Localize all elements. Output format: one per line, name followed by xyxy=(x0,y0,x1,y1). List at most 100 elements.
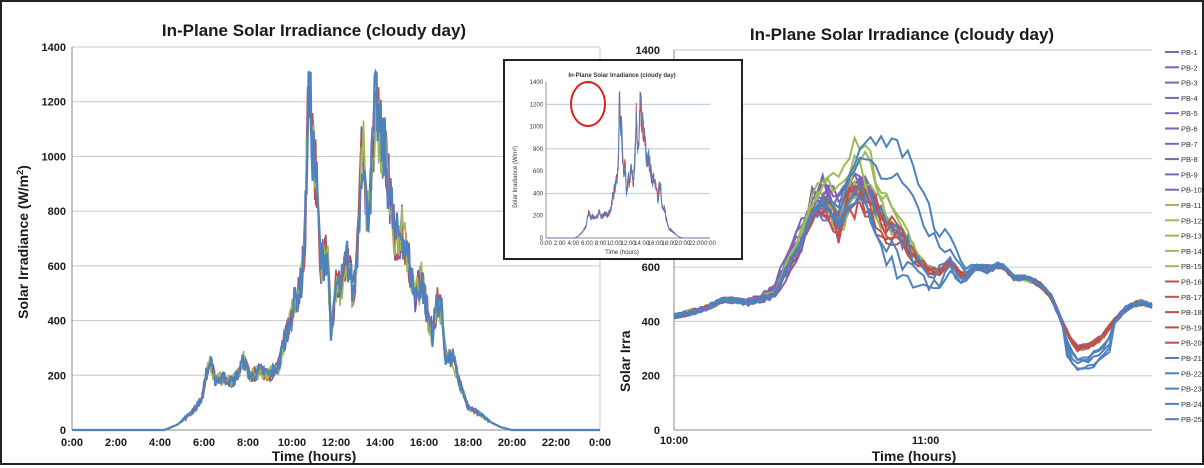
right-series-line xyxy=(673,185,1153,353)
right-chart-title: In-Plane Solar Irradiance (cloudy day) xyxy=(750,25,1054,44)
legend-label: PB-19 xyxy=(1181,323,1202,332)
inset-y-tick: 0 xyxy=(540,236,544,242)
left-x-tick: 16:00 xyxy=(410,437,438,449)
left-x-tick: 6:00 xyxy=(193,437,215,449)
left-x-tick: 0:00 xyxy=(61,437,83,449)
left-y-axis-title-main: Solar Irradiance (W/m xyxy=(15,175,31,319)
legend-label: PB-9 xyxy=(1181,170,1198,179)
legend-label: PB-14 xyxy=(1181,247,1202,256)
legend-label: PB-23 xyxy=(1181,385,1202,394)
inset-x-tick: 6:00 xyxy=(581,241,593,247)
legend-label: PB-10 xyxy=(1181,186,1202,195)
inset-y-tick: 400 xyxy=(533,191,544,197)
left-x-tick: 0:00 xyxy=(589,437,611,449)
legend-label: PB-21 xyxy=(1181,354,1202,363)
right-y-tick: 600 xyxy=(642,262,660,274)
legend-label: PB-2 xyxy=(1181,63,1198,72)
right-x-tick: 10:00 xyxy=(660,435,688,447)
right-series-line xyxy=(673,201,1153,353)
left-y-tick: 1400 xyxy=(42,42,66,54)
right-y-tick: 1400 xyxy=(636,45,660,57)
legend-label: PB-4 xyxy=(1181,94,1198,103)
left-x-tick: 8:00 xyxy=(237,437,259,449)
left-y-axis-title: Solar Irradiance (W/m2) xyxy=(15,165,31,319)
left-x-tick: 4:00 xyxy=(149,437,171,449)
right-series-line xyxy=(673,197,1153,362)
legend-label: PB-16 xyxy=(1181,278,1202,287)
right-series-line xyxy=(673,134,1153,371)
left-y-axis-title-end: ) xyxy=(15,165,31,170)
inset-x-tick: 4:00 xyxy=(567,241,579,247)
inset-y-tick-labels: 0 200 400 600 800 1000 1200 1400 xyxy=(530,80,544,242)
left-x-tick: 12:00 xyxy=(322,437,350,449)
left-y-tick: 800 xyxy=(48,206,66,218)
inset-x-axis-title: Time (hours) xyxy=(605,250,639,256)
inset-x-tick: 12:00 xyxy=(620,241,636,247)
right-y-tick: 200 xyxy=(642,371,660,383)
inset-x-tick: 14:00 xyxy=(634,241,650,247)
left-series-line xyxy=(72,68,600,432)
inset-y-tick: 200 xyxy=(533,214,544,220)
legend-label: PB-7 xyxy=(1181,140,1198,149)
inset-x-tick: 18:00 xyxy=(661,241,677,247)
left-y-tick: 200 xyxy=(48,370,66,382)
right-legend: PB-1 PB-2 PB-3 PB-4 PB-5 PB-6 PB-7 PB-8 PB-9 PB-1… xyxy=(1165,48,1202,424)
right-gridlines xyxy=(674,49,1152,377)
right-x-axis-title: Time (hours) xyxy=(872,448,957,463)
legend-label: PB-11 xyxy=(1181,201,1201,210)
inset-series-line xyxy=(546,91,710,239)
inset-x-tick: 2:00 xyxy=(554,241,566,247)
left-x-tick: 18:00 xyxy=(454,437,482,449)
right-y-tick: 0 xyxy=(654,425,660,437)
inset-y-tick: 600 xyxy=(533,169,544,175)
inset-x-tick: 8:00 xyxy=(595,241,607,247)
inset-x-tick: 0:00 xyxy=(704,241,716,247)
legend-label: PB-13 xyxy=(1181,232,1202,241)
legend-label: PB-6 xyxy=(1181,125,1198,134)
inset-y-tick: 800 xyxy=(533,147,544,153)
inset-y-tick: 1000 xyxy=(530,125,544,131)
left-y-tick: 0 xyxy=(60,425,66,437)
legend-label: PB-20 xyxy=(1181,339,1202,348)
right-y-tick-labels: 0 200 400 600 1400 xyxy=(636,45,660,437)
right-series-line xyxy=(673,194,1153,352)
inset-x-tick: 0:00 xyxy=(540,241,552,247)
left-series-group xyxy=(72,68,600,432)
left-y-tick: 1200 xyxy=(42,97,66,109)
legend-label: PB-17 xyxy=(1181,293,1202,302)
inset-chart: In-Plane Solar Irradiance (cloudy day) 0… xyxy=(503,59,743,260)
left-x-tick: 10:00 xyxy=(278,437,306,449)
legend-label: PB-1 xyxy=(1181,48,1198,57)
inset-x-tick-labels: 0:00 2:00 4:00 6:00 8:00 10:0012:0014:0016:00… xyxy=(540,241,716,247)
left-y-tick: 600 xyxy=(48,261,66,273)
left-y-tick-labels: 0 200 400 600 800 1000 1200 1400 xyxy=(42,42,66,437)
right-series-line xyxy=(673,185,1153,352)
right-series-line xyxy=(673,134,1153,352)
left-x-tick: 14:00 xyxy=(366,437,394,449)
inset-y-axis-title: Solar Irradiance (W/m²) xyxy=(513,146,519,208)
right-chart: In-Plane Solar Irradiance (cloudy day) 0… xyxy=(617,25,1202,464)
right-x-tick: 11:00 xyxy=(912,435,940,447)
inset-y-tick: 1200 xyxy=(530,102,544,108)
right-series-line xyxy=(673,189,1153,347)
right-y-tick: 400 xyxy=(642,316,660,328)
left-chart-title: In-Plane Solar Irradiance (cloudy day) xyxy=(162,21,466,40)
legend-label: PB-24 xyxy=(1181,400,1202,409)
left-x-axis-title: Time (hours) xyxy=(272,448,357,463)
right-series-group xyxy=(673,134,1153,371)
inset-y-tick: 1400 xyxy=(530,80,544,86)
right-series-line xyxy=(673,191,1153,348)
left-x-tick: 20:00 xyxy=(498,437,526,449)
left-x-tick-labels: 0:00 2:00 4:00 6:00 8:00 10:00 12:00 14:00 16:00… xyxy=(61,437,611,449)
left-y-tick: 400 xyxy=(48,316,66,328)
legend-label: PB-25 xyxy=(1181,415,1202,424)
left-y-tick: 1000 xyxy=(42,151,66,163)
inset-title: In-Plane Solar Irradiance (cloudy day) xyxy=(568,73,675,79)
inset-x-tick: 20:00 xyxy=(675,241,691,247)
inset-series-group xyxy=(546,91,710,239)
legend-label: PB-8 xyxy=(1181,155,1198,164)
legend-label: PB-18 xyxy=(1181,308,1202,317)
legend-label: PB-15 xyxy=(1181,262,1202,271)
